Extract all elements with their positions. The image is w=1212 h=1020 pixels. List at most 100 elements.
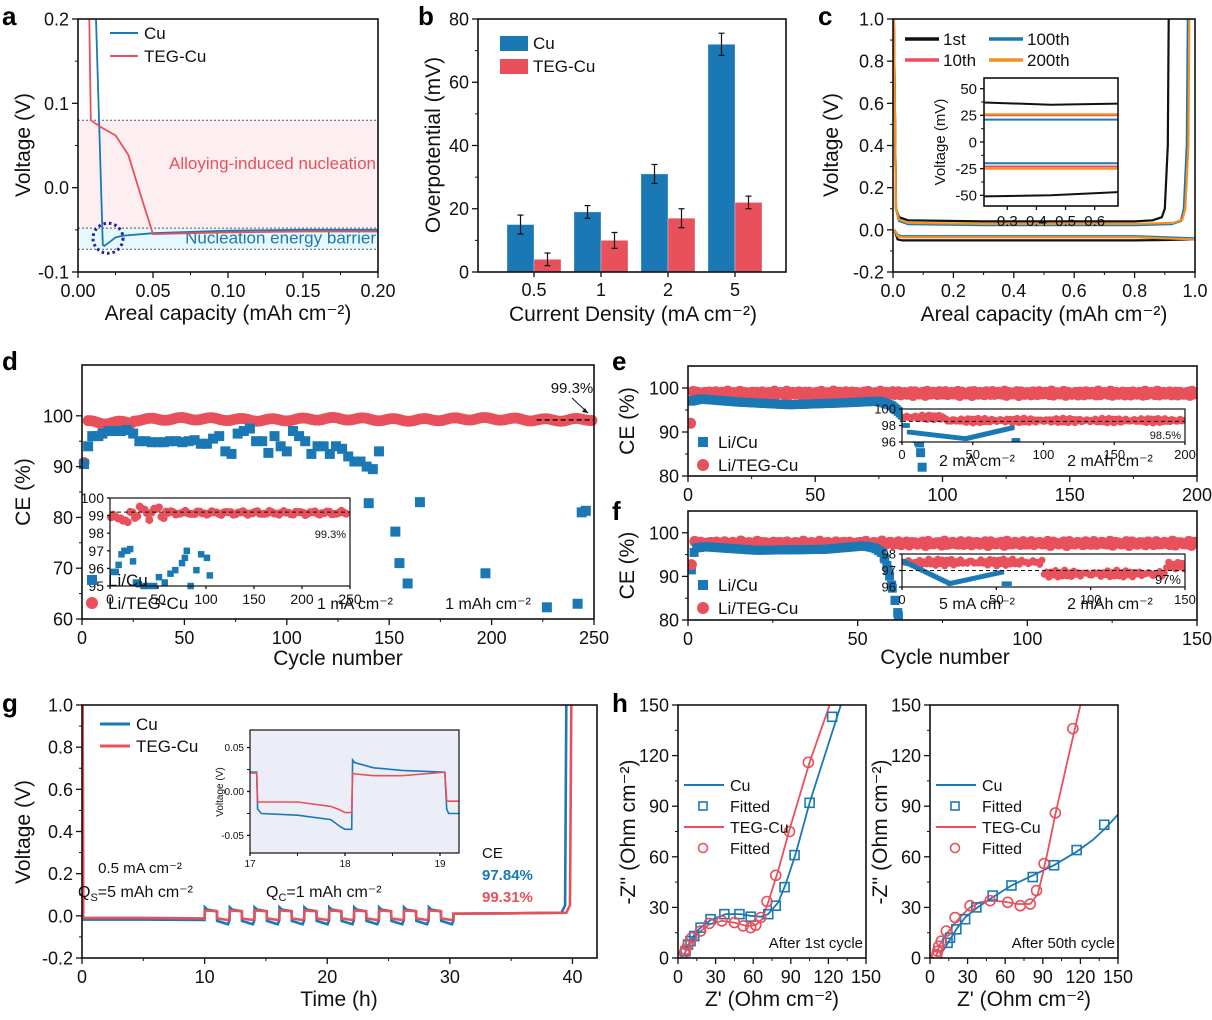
y-tick-label: 96	[88, 560, 104, 576]
li-cu-point	[343, 451, 354, 462]
y-axis-label: Voltage (mV)	[932, 99, 949, 186]
condition-current: 2 mA cm⁻²	[939, 453, 1016, 470]
y-tick-label: 96	[882, 435, 896, 450]
y-tick-label: 1.0	[48, 695, 73, 715]
panel-h1: h 0 30 60 90 120 150 0 30 60 90 120 150 Cu Fitted TEG-C…	[612, 688, 881, 1011]
panel-label: e	[612, 346, 626, 376]
x-tick-label: 50	[805, 485, 825, 505]
y-tick-label: 98	[882, 418, 896, 433]
y-tick-label: 0	[659, 948, 669, 968]
li-cu-point	[572, 598, 583, 609]
x-tick-label: 50	[150, 591, 166, 607]
legend-marker-cu-fitted	[698, 801, 708, 811]
li-cu-point	[915, 438, 925, 448]
inset-li-cu-point	[178, 559, 186, 567]
x-tick-label: 200	[1174, 447, 1196, 462]
inset-annotation: 99.3%	[315, 529, 346, 541]
legend-label: TEG-Cu	[730, 820, 789, 837]
y-tick-label: 50	[960, 81, 977, 98]
li-cu-point	[318, 441, 329, 452]
y-tick-label: 97	[882, 563, 896, 578]
legend-label: Fitted	[982, 841, 1022, 858]
x-axis-label: Z' (Ohm cm⁻²)	[957, 988, 1091, 1011]
x-tick-label: 0.20	[360, 281, 395, 301]
legend-label: 1st	[943, 30, 966, 49]
y-axis-label: Overpotential (mV)	[422, 57, 445, 233]
inset-teg-cu-point	[1180, 416, 1185, 424]
legend-label: 100th	[1027, 30, 1070, 49]
caption: After 50th cycle	[1012, 935, 1115, 952]
qc-annotation: QC=1 mAh cm⁻²	[266, 884, 382, 904]
panel-label: a	[2, 1, 17, 31]
inset-li-cu-point	[118, 551, 125, 558]
inset-li-cu-point	[1010, 425, 1015, 431]
legend-label: Li/TEG-Cu	[108, 594, 188, 613]
x-tick-label: 2	[663, 280, 673, 300]
y-tick-label: 120	[891, 746, 921, 766]
y-axis-label: Voltage (V)	[12, 93, 35, 197]
x-tick-label: 5	[730, 280, 740, 300]
condition-capacity: 2 mAh cm⁻²	[1067, 596, 1153, 613]
caption: After 1st cycle	[769, 935, 863, 952]
teg-cu-point	[1191, 537, 1197, 549]
y-axis-label: CE (%)	[616, 532, 639, 600]
x-tick-label: 0.4	[1001, 281, 1026, 301]
li-cu-point	[541, 602, 552, 613]
y-tick-label: 0.0	[859, 220, 884, 240]
li-cu-point	[244, 423, 255, 434]
inset-li-cu-point	[183, 547, 191, 555]
li-cu-point	[79, 459, 90, 470]
inset-li-cu-point	[161, 579, 168, 586]
li-cu-point	[287, 426, 298, 437]
legend-marker-teg-cu-fitted	[697, 842, 709, 854]
inset-li-cu-point	[203, 554, 211, 562]
inset-teg-cu-point	[133, 512, 142, 521]
teg-cu-data-point	[1001, 896, 1014, 909]
x-tick-label: 18	[339, 859, 351, 870]
inset-li-cu-point	[135, 580, 143, 588]
x-axis-label: Z' (Ohm cm⁻²)	[705, 988, 839, 1011]
inset-background	[984, 78, 1118, 206]
cu-data-point	[779, 881, 790, 893]
legend-marker-li-cu	[698, 437, 708, 447]
teg-cu-data-point	[769, 869, 782, 882]
y-tick-label: 40	[449, 136, 469, 156]
legend-label: Li/TEG-Cu	[718, 599, 798, 618]
y-tick-label: 0.1	[44, 94, 69, 114]
x-tick-label: 150	[374, 628, 404, 648]
li-cu-point	[281, 446, 292, 457]
x-tick-label: 150	[1103, 447, 1125, 462]
li-cu-point	[306, 448, 317, 459]
li-cu-point	[226, 448, 237, 459]
x-tick-label: 40	[562, 967, 582, 987]
inset-teg-cu-point	[159, 513, 168, 522]
series-line-teg-cu	[88, 19, 378, 236]
panel-label: g	[2, 688, 18, 718]
legend-label: Cu	[533, 34, 555, 53]
y-tick-label: -0.1	[38, 262, 69, 282]
y-tick-label: 150	[891, 695, 921, 715]
x-tick-label: 30	[958, 967, 978, 987]
panel-d: d 99.3% 0 50 100 150 200 250 60 70 80 90 100 99.3% 0 50…	[2, 346, 609, 670]
y-tick-label: 80	[449, 9, 469, 29]
x-tick-label: 0	[106, 591, 114, 607]
x-tick-label: 0	[898, 592, 905, 607]
teg-cu-data-point	[1030, 884, 1043, 897]
teg-cu-data-point	[783, 825, 796, 838]
li-cu-point	[165, 436, 176, 447]
legend-label: Fitted	[730, 841, 770, 858]
legend-label: Li/Cu	[718, 576, 758, 595]
teg-cu-data-point	[1049, 807, 1062, 819]
inset-teg-cu-point	[123, 518, 132, 527]
legend-label: 200th	[1027, 51, 1070, 70]
x-tick-label: 50	[174, 628, 194, 648]
li-cu-point	[122, 425, 133, 436]
inset-li-cu-point	[112, 568, 120, 576]
y-tick-label: 80	[53, 508, 73, 528]
ce-label: CE	[482, 845, 503, 862]
y-axis-label: Voltage (V)	[12, 780, 35, 884]
x-tick-label: 0	[77, 967, 87, 987]
inset-annotation: 97%	[1155, 572, 1181, 587]
y-tick-label: 90	[659, 422, 679, 442]
